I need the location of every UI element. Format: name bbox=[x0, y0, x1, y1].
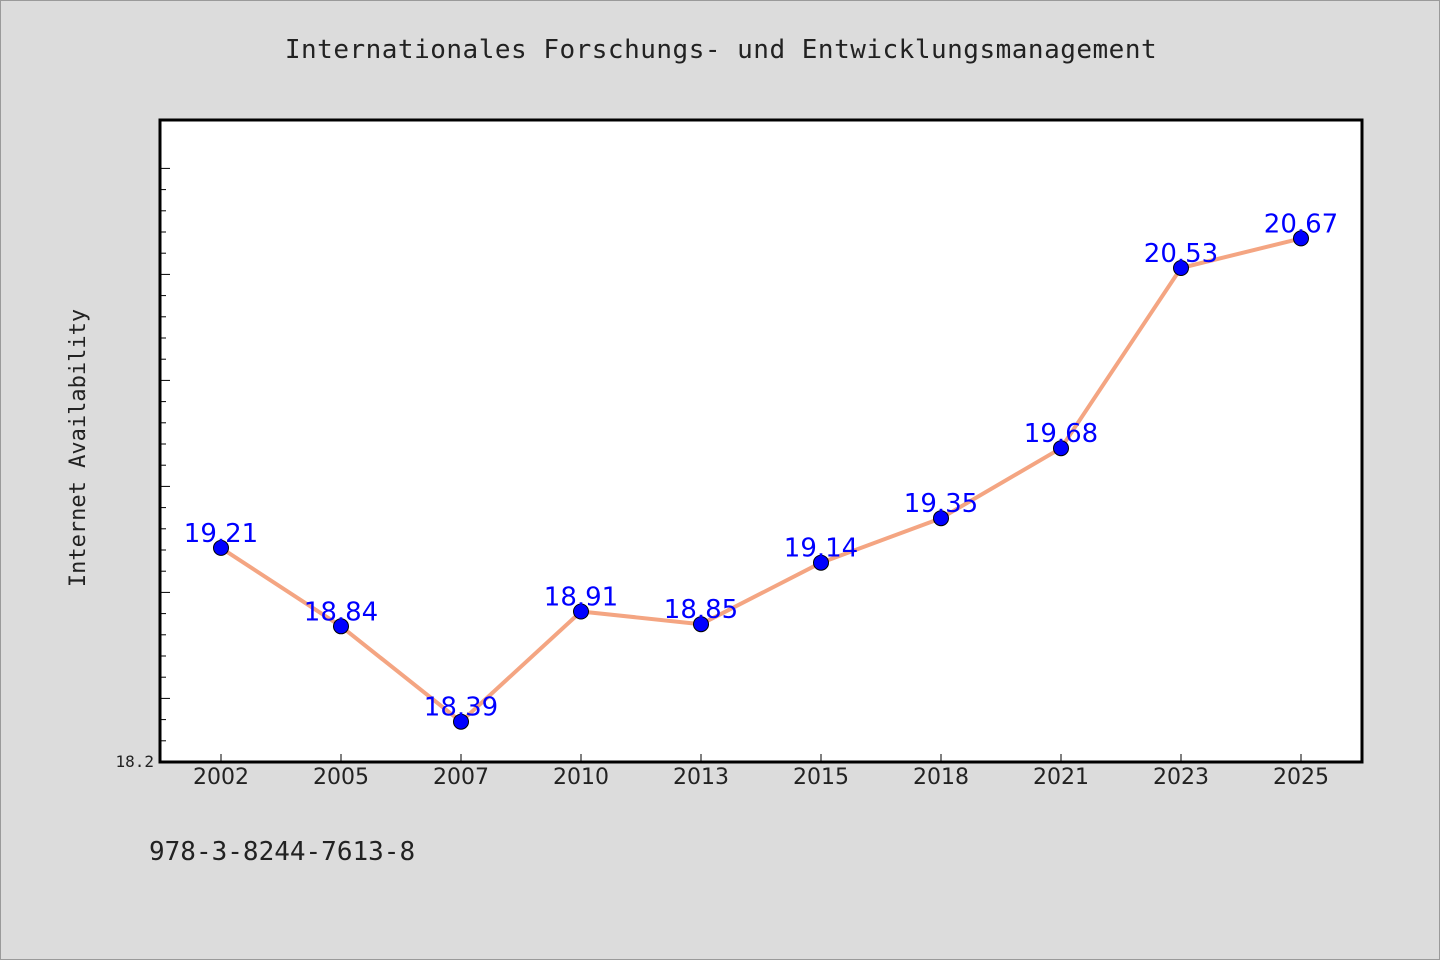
series-group bbox=[213, 230, 1309, 730]
data-labels-group: 19.21 18.84 18.39 18.91 18.85 19.14 19.35 19.68… bbox=[184, 209, 1338, 722]
x-tick-label: 2015 bbox=[793, 765, 849, 790]
data-point-label: 19.68 bbox=[1024, 419, 1098, 449]
y-tick-label: 18.2 bbox=[115, 752, 154, 771]
data-point-label: 19.14 bbox=[784, 534, 858, 564]
x-tick-label: 2002 bbox=[193, 765, 249, 790]
series-line bbox=[219, 236, 1302, 724]
data-point-label: 19.21 bbox=[184, 519, 258, 549]
data-point-marker bbox=[1293, 230, 1309, 247]
x-tick-label: 2018 bbox=[913, 765, 969, 790]
data-point-label: 20.67 bbox=[1264, 209, 1338, 239]
data-point-marker bbox=[213, 539, 229, 556]
x-tick-label: 2025 bbox=[1273, 765, 1329, 790]
data-point-marker bbox=[933, 510, 949, 527]
data-point-label: 20.53 bbox=[1144, 239, 1218, 269]
x-axis-ticks: 2002 2005 2007 2010 2013 2015 2018 2021 2023 2025 bbox=[193, 754, 1329, 790]
x-tick-label: 2021 bbox=[1033, 765, 1089, 790]
data-point-marker bbox=[693, 616, 709, 633]
data-point-label: 18.91 bbox=[544, 583, 618, 613]
data-point-label: 18.39 bbox=[424, 693, 498, 723]
x-tick-label: 2013 bbox=[673, 765, 729, 790]
plot-area bbox=[158, 118, 1364, 764]
y-axis-label: Internet Availability bbox=[66, 309, 91, 587]
data-point-marker bbox=[813, 554, 829, 571]
x-tick-label: 2007 bbox=[433, 765, 489, 790]
x-tick-label: 2010 bbox=[553, 765, 609, 790]
data-point-marker bbox=[333, 618, 349, 635]
data-point-marker bbox=[1173, 260, 1189, 276]
x-tick-label: 2005 bbox=[313, 765, 369, 790]
data-point-marker bbox=[1053, 440, 1069, 457]
isbn-footer: 978-3-8244-7613-8 bbox=[149, 837, 416, 867]
x-tick-label: 2023 bbox=[1153, 765, 1209, 790]
data-point-label: 18.84 bbox=[304, 597, 378, 627]
data-point-marker bbox=[453, 713, 469, 730]
data-point-label: 19.35 bbox=[904, 489, 978, 519]
y-axis-ticks: 18.2 bbox=[115, 167, 170, 771]
data-point-marker bbox=[573, 603, 589, 620]
chart-title: Internationales Forschungs- und Entwickl… bbox=[284, 35, 1158, 65]
data-point-label: 18.85 bbox=[664, 595, 738, 625]
